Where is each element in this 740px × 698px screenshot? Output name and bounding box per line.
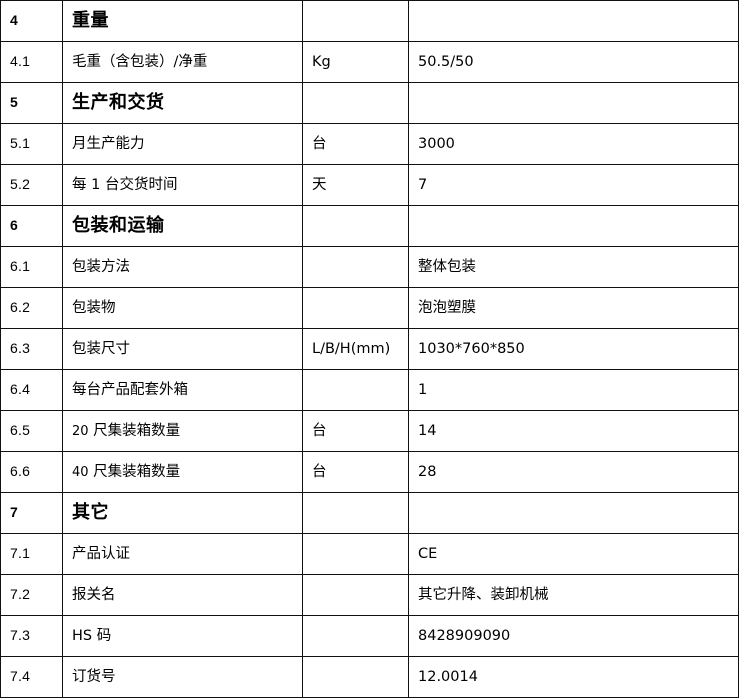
cell-item: 包装尺寸 [62,328,303,370]
cell-item: 生产和交货 [62,82,303,124]
cell-item: 重量 [62,0,303,42]
cell-value: 8428909090 [408,615,739,657]
table-row: 6.1 包装方法 整体包装 [0,246,739,288]
cell-no: 6.3 [0,328,63,370]
cell-value [408,82,739,124]
cell-value: 1 [408,369,739,411]
table-row: 4.1 毛重（含包装）/净重 Kg 50.5/50 [0,41,739,83]
cell-no: 4.1 [0,41,63,83]
cell-item: 月生产能力 [62,123,303,165]
cell-no: 6.2 [0,287,63,329]
cell-unit [302,287,409,329]
cell-item: HS 码 [62,615,303,657]
cell-no: 6.6 [0,451,63,493]
cell-value [408,0,739,42]
table-row-section: 5 生产和交货 [0,82,739,124]
cell-no: 7.4 [0,656,63,698]
cell-unit [302,0,409,42]
cell-value: 50.5/50 [408,41,739,83]
table-row: 7.1 产品认证 CE [0,533,739,575]
cell-no: 5 [0,82,63,124]
cell-item: 订货号 [62,656,303,698]
cell-value [408,205,739,247]
cell-unit [302,533,409,575]
cell-value: 12.0014 [408,656,739,698]
table-row: 5.1 月生产能力台 3000 [0,123,739,165]
cell-item: 其它 [62,492,303,534]
cell-no: 6 [0,205,63,247]
cell-value [408,492,739,534]
cell-item: 每台产品配套外箱 [62,369,303,411]
cell-item: 20 尺集装箱数量 [62,410,303,452]
cell-value: 14 [408,410,739,452]
cell-no: 5.1 [0,123,63,165]
table-row: 5.2 每 1 台交货时间天 7 [0,164,739,206]
cell-value: 整体包装 [408,246,739,288]
table-row: 7.2 报关名 其它升降、装卸机械 [0,574,739,616]
cell-unit [302,205,409,247]
table-row-section: 4 重量 [0,0,739,42]
cell-value: 7 [408,164,739,206]
cell-no: 7 [0,492,63,534]
cell-value: 28 [408,451,739,493]
cell-value: CE [408,533,739,575]
table-row: 6.3 包装尺寸 L/B/H(mm) 1030*760*850 [0,328,739,370]
cell-unit [302,574,409,616]
cell-item: 40 尺集装箱数量 [62,451,303,493]
table-row: 7.3 HS 码 8428909090 [0,615,739,657]
cell-unit [302,82,409,124]
cell-no: 4 [0,0,63,42]
cell-no: 6.5 [0,410,63,452]
cell-item: 包装方法 [62,246,303,288]
table-row: 7.4 订货号 12.0014 [0,656,739,698]
cell-unit: 台 [302,410,409,452]
table-row-section: 7 其它 [0,492,739,534]
cell-unit: Kg [302,41,409,83]
cell-no: 5.2 [0,164,63,206]
cell-value: 1030*760*850 [408,328,739,370]
cell-value: 3000 [408,123,739,165]
cell-unit [302,656,409,698]
cell-no: 6.1 [0,246,63,288]
cell-item: 每 1 台交货时间 [62,164,303,206]
item-label-text: 尺集装箱数量 [93,422,181,439]
cell-unit [302,492,409,534]
cell-unit: L/B/H(mm) [302,328,409,370]
cell-value: 其它升降、装卸机械 [408,574,739,616]
cell-unit [302,615,409,657]
cell-no: 7.2 [0,574,63,616]
item-leading-number: 20 [72,423,89,439]
cell-unit: 台 [302,451,409,493]
cell-no: 7.3 [0,615,63,657]
item-label-text: 尺集装箱数量 [93,463,181,480]
cell-item: 包装和运输 [62,205,303,247]
cell-unit: 天 [302,164,409,206]
cell-unit [302,369,409,411]
cell-item: 包装物 [62,287,303,329]
table-row: 6.4 每台产品配套外箱 1 [0,369,739,411]
cell-item: 毛重（含包装）/净重 [62,41,303,83]
cell-unit: 台 [302,123,409,165]
cell-no: 6.4 [0,369,63,411]
table-row: 6.5 20 尺集装箱数量台 14 [0,410,739,452]
table-row: 6.6 40 尺集装箱数量台 28 [0,451,739,493]
item-leading-number: 40 [72,464,89,480]
cell-no: 7.1 [0,533,63,575]
cell-item: 报关名 [62,574,303,616]
table-row-section: 6 包装和运输 [0,205,739,247]
cell-unit [302,246,409,288]
table-row: 6.2 包装物 泡泡塑膜 [0,287,739,329]
cell-item: 产品认证 [62,533,303,575]
cell-value: 泡泡塑膜 [408,287,739,329]
